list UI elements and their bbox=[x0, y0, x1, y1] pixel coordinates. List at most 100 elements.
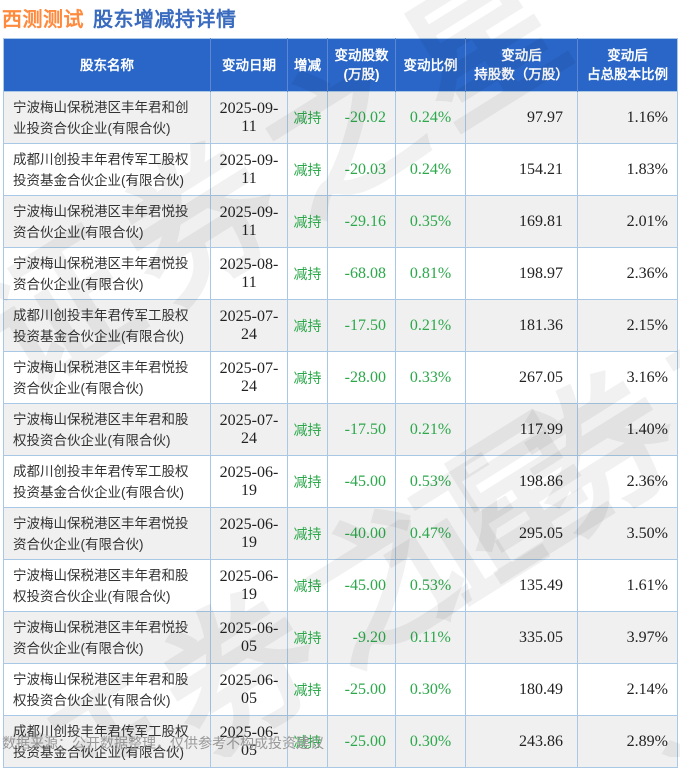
shareholder-name-cell: 宁波梅山保税港区丰年君和创业投资合伙企业(有限合伙) bbox=[3, 91, 211, 144]
change-shares-wan-cell: -20.03 bbox=[327, 143, 396, 196]
change-shares-wan-cell: -28.00 bbox=[327, 351, 396, 404]
change-ratio-cell: 0.53% bbox=[395, 455, 466, 508]
header-direction: 增减 bbox=[287, 38, 328, 92]
table-row: 宁波梅山保税港区丰年君悦投资合伙企业(有限合伙) 2025-09-11 减持 -29.… bbox=[3, 195, 678, 248]
shareholder-name-cell: 宁波梅山保税港区丰年君悦投资合伙企业(有限合伙) bbox=[3, 351, 211, 404]
change-shares-wan-cell: -25.00 bbox=[327, 663, 396, 716]
direction-cell: 减持 bbox=[287, 247, 328, 300]
change-ratio-cell: 0.35% bbox=[395, 195, 466, 248]
change-ratio-cell: 0.53% bbox=[395, 559, 466, 612]
table-row: 成都川创投丰年君传军工股权投资基金合伙企业(有限合伙) 2025-09-11 减持 -… bbox=[3, 143, 678, 196]
table-row: 宁波梅山保税港区丰年君悦投资合伙企业(有限合伙) 2025-07-24 减持 -28.… bbox=[3, 351, 678, 404]
table-row: 成都川创投丰年君传军工股权投资基金合伙企业(有限合伙) 2025-07-24 减持 -… bbox=[3, 299, 678, 352]
direction-cell: 减持 bbox=[287, 455, 328, 508]
shares-after-wan-cell: 243.86 bbox=[465, 715, 578, 768]
header-shareholder-name: 股东名称 bbox=[3, 38, 211, 92]
shareholder-name-cell: 宁波梅山保税港区丰年君和股权投资合伙企业(有限合伙) bbox=[3, 559, 211, 612]
change-ratio-cell: 0.47% bbox=[395, 507, 466, 560]
equity-ratio-after-cell: 3.16% bbox=[577, 351, 678, 404]
change-shares-wan-cell: -68.08 bbox=[327, 247, 396, 300]
change-ratio-cell: 0.81% bbox=[395, 247, 466, 300]
table-header-row: 股东名称 变动日期 增减 变动股数 (万股) 变动比例 变动后 持股数（万股） 变动后 占总… bbox=[3, 38, 678, 92]
change-shares-wan-cell: -29.16 bbox=[327, 195, 396, 248]
shareholder-change-table: 股东名称 变动日期 增减 变动股数 (万股) 变动比例 变动后 持股数（万股） 变动后 占总… bbox=[3, 38, 678, 768]
header-equity-ratio-after: 变动后 占总股本比例 bbox=[577, 38, 678, 92]
shares-after-wan-cell: 117.99 bbox=[465, 403, 578, 456]
change-date-cell: 2025-08-11 bbox=[210, 247, 288, 300]
header-shares-after-wan: 变动后 持股数（万股） bbox=[465, 38, 578, 92]
change-shares-wan-cell: -45.00 bbox=[327, 559, 396, 612]
table-row: 宁波梅山保税港区丰年君和股权投资合伙企业(有限合伙) 2025-07-24 减持 -1… bbox=[3, 403, 678, 456]
header-change-shares-wan: 变动股数 (万股) bbox=[327, 38, 396, 92]
shareholder-name-cell: 宁波梅山保税港区丰年君悦投资合伙企业(有限合伙) bbox=[3, 195, 211, 248]
direction-cell: 减持 bbox=[287, 351, 328, 404]
shares-after-wan-cell: 198.86 bbox=[465, 455, 578, 508]
change-date-cell: 2025-07-24 bbox=[210, 403, 288, 456]
header-change-date: 变动日期 bbox=[210, 38, 288, 92]
shareholder-name-cell: 宁波梅山保税港区丰年君和股权投资合伙企业(有限合伙) bbox=[3, 663, 211, 716]
change-date-cell: 2025-06-05 bbox=[210, 663, 288, 716]
shareholder-name-cell: 宁波梅山保税港区丰年君悦投资合伙企业(有限合伙) bbox=[3, 507, 211, 560]
equity-ratio-after-cell: 2.15% bbox=[577, 299, 678, 352]
shareholder-name-cell: 成都川创投丰年君传军工股权投资基金合伙企业(有限合伙) bbox=[3, 455, 211, 508]
change-shares-wan-cell: -20.02 bbox=[327, 91, 396, 144]
shares-after-wan-cell: 295.05 bbox=[465, 507, 578, 560]
equity-ratio-after-cell: 1.16% bbox=[577, 91, 678, 144]
table-row: 宁波梅山保税港区丰年君和股权投资合伙企业(有限合伙) 2025-06-05 减持 -2… bbox=[3, 663, 678, 716]
shareholder-name-cell: 成都川创投丰年君传军工股权投资基金合伙企业(有限合伙) bbox=[3, 143, 211, 196]
change-date-cell: 2025-06-19 bbox=[210, 559, 288, 612]
direction-cell: 减持 bbox=[287, 143, 328, 196]
shareholder-name-cell: 宁波梅山保税港区丰年君悦投资合伙企业(有限合伙) bbox=[3, 611, 211, 664]
change-shares-wan-cell: -9.20 bbox=[327, 611, 396, 664]
direction-cell: 减持 bbox=[287, 91, 328, 144]
table-row: 宁波梅山保税港区丰年君和创业投资合伙企业(有限合伙) 2025-09-11 减持 -2… bbox=[3, 91, 678, 144]
shares-after-wan-cell: 169.81 bbox=[465, 195, 578, 248]
shares-after-wan-cell: 335.05 bbox=[465, 611, 578, 664]
change-shares-wan-cell: -17.50 bbox=[327, 299, 396, 352]
equity-ratio-after-cell: 2.01% bbox=[577, 195, 678, 248]
direction-cell: 减持 bbox=[287, 611, 328, 664]
equity-ratio-after-cell: 1.61% bbox=[577, 559, 678, 612]
change-ratio-cell: 0.21% bbox=[395, 299, 466, 352]
equity-ratio-after-cell: 1.40% bbox=[577, 403, 678, 456]
stock-name: 西测测试 bbox=[2, 9, 84, 31]
change-shares-wan-cell: -25.00 bbox=[327, 715, 396, 768]
change-ratio-cell: 0.24% bbox=[395, 143, 466, 196]
shareholder-name-cell: 成都川创投丰年君传军工股权投资基金合伙企业(有限合伙) bbox=[3, 299, 211, 352]
page-title: 西测测试 股东增减持详情 bbox=[2, 3, 237, 32]
shareholder-name-cell: 宁波梅山保税港区丰年君悦投资合伙企业(有限合伙) bbox=[3, 247, 211, 300]
change-date-cell: 2025-06-19 bbox=[210, 455, 288, 508]
change-date-cell: 2025-07-24 bbox=[210, 299, 288, 352]
equity-ratio-after-cell: 2.36% bbox=[577, 455, 678, 508]
equity-ratio-after-cell: 3.50% bbox=[577, 507, 678, 560]
change-ratio-cell: 0.24% bbox=[395, 91, 466, 144]
equity-ratio-after-cell: 2.36% bbox=[577, 247, 678, 300]
direction-cell: 减持 bbox=[287, 559, 328, 612]
shares-after-wan-cell: 180.49 bbox=[465, 663, 578, 716]
equity-ratio-after-cell: 3.97% bbox=[577, 611, 678, 664]
equity-ratio-after-cell: 2.14% bbox=[577, 663, 678, 716]
direction-cell: 减持 bbox=[287, 663, 328, 716]
change-shares-wan-cell: -17.50 bbox=[327, 403, 396, 456]
change-date-cell: 2025-06-05 bbox=[210, 611, 288, 664]
table-row: 宁波梅山保税港区丰年君悦投资合伙企业(有限合伙) 2025-06-19 减持 -40.… bbox=[3, 507, 678, 560]
change-ratio-cell: 0.33% bbox=[395, 351, 466, 404]
direction-cell: 减持 bbox=[287, 299, 328, 352]
shares-after-wan-cell: 181.36 bbox=[465, 299, 578, 352]
direction-cell: 减持 bbox=[287, 403, 328, 456]
change-ratio-cell: 0.21% bbox=[395, 403, 466, 456]
table-row: 成都川创投丰年君传军工股权投资基金合伙企业(有限合伙) 2025-06-19 减持 -… bbox=[3, 455, 678, 508]
change-date-cell: 2025-09-11 bbox=[210, 143, 288, 196]
shares-after-wan-cell: 154.21 bbox=[465, 143, 578, 196]
change-ratio-cell: 0.30% bbox=[395, 715, 466, 768]
change-shares-wan-cell: -45.00 bbox=[327, 455, 396, 508]
direction-cell: 减持 bbox=[287, 507, 328, 560]
equity-ratio-after-cell: 1.83% bbox=[577, 143, 678, 196]
direction-cell: 减持 bbox=[287, 195, 328, 248]
change-ratio-cell: 0.11% bbox=[395, 611, 466, 664]
table-row: 宁波梅山保税港区丰年君和股权投资合伙企业(有限合伙) 2025-06-19 减持 -4… bbox=[3, 559, 678, 612]
change-ratio-cell: 0.30% bbox=[395, 663, 466, 716]
change-date-cell: 2025-06-19 bbox=[210, 507, 288, 560]
change-shares-wan-cell: -40.00 bbox=[327, 507, 396, 560]
data-source-note: 数据来源：公开数据整理，仅供参考不构成投资建议 bbox=[2, 735, 324, 751]
